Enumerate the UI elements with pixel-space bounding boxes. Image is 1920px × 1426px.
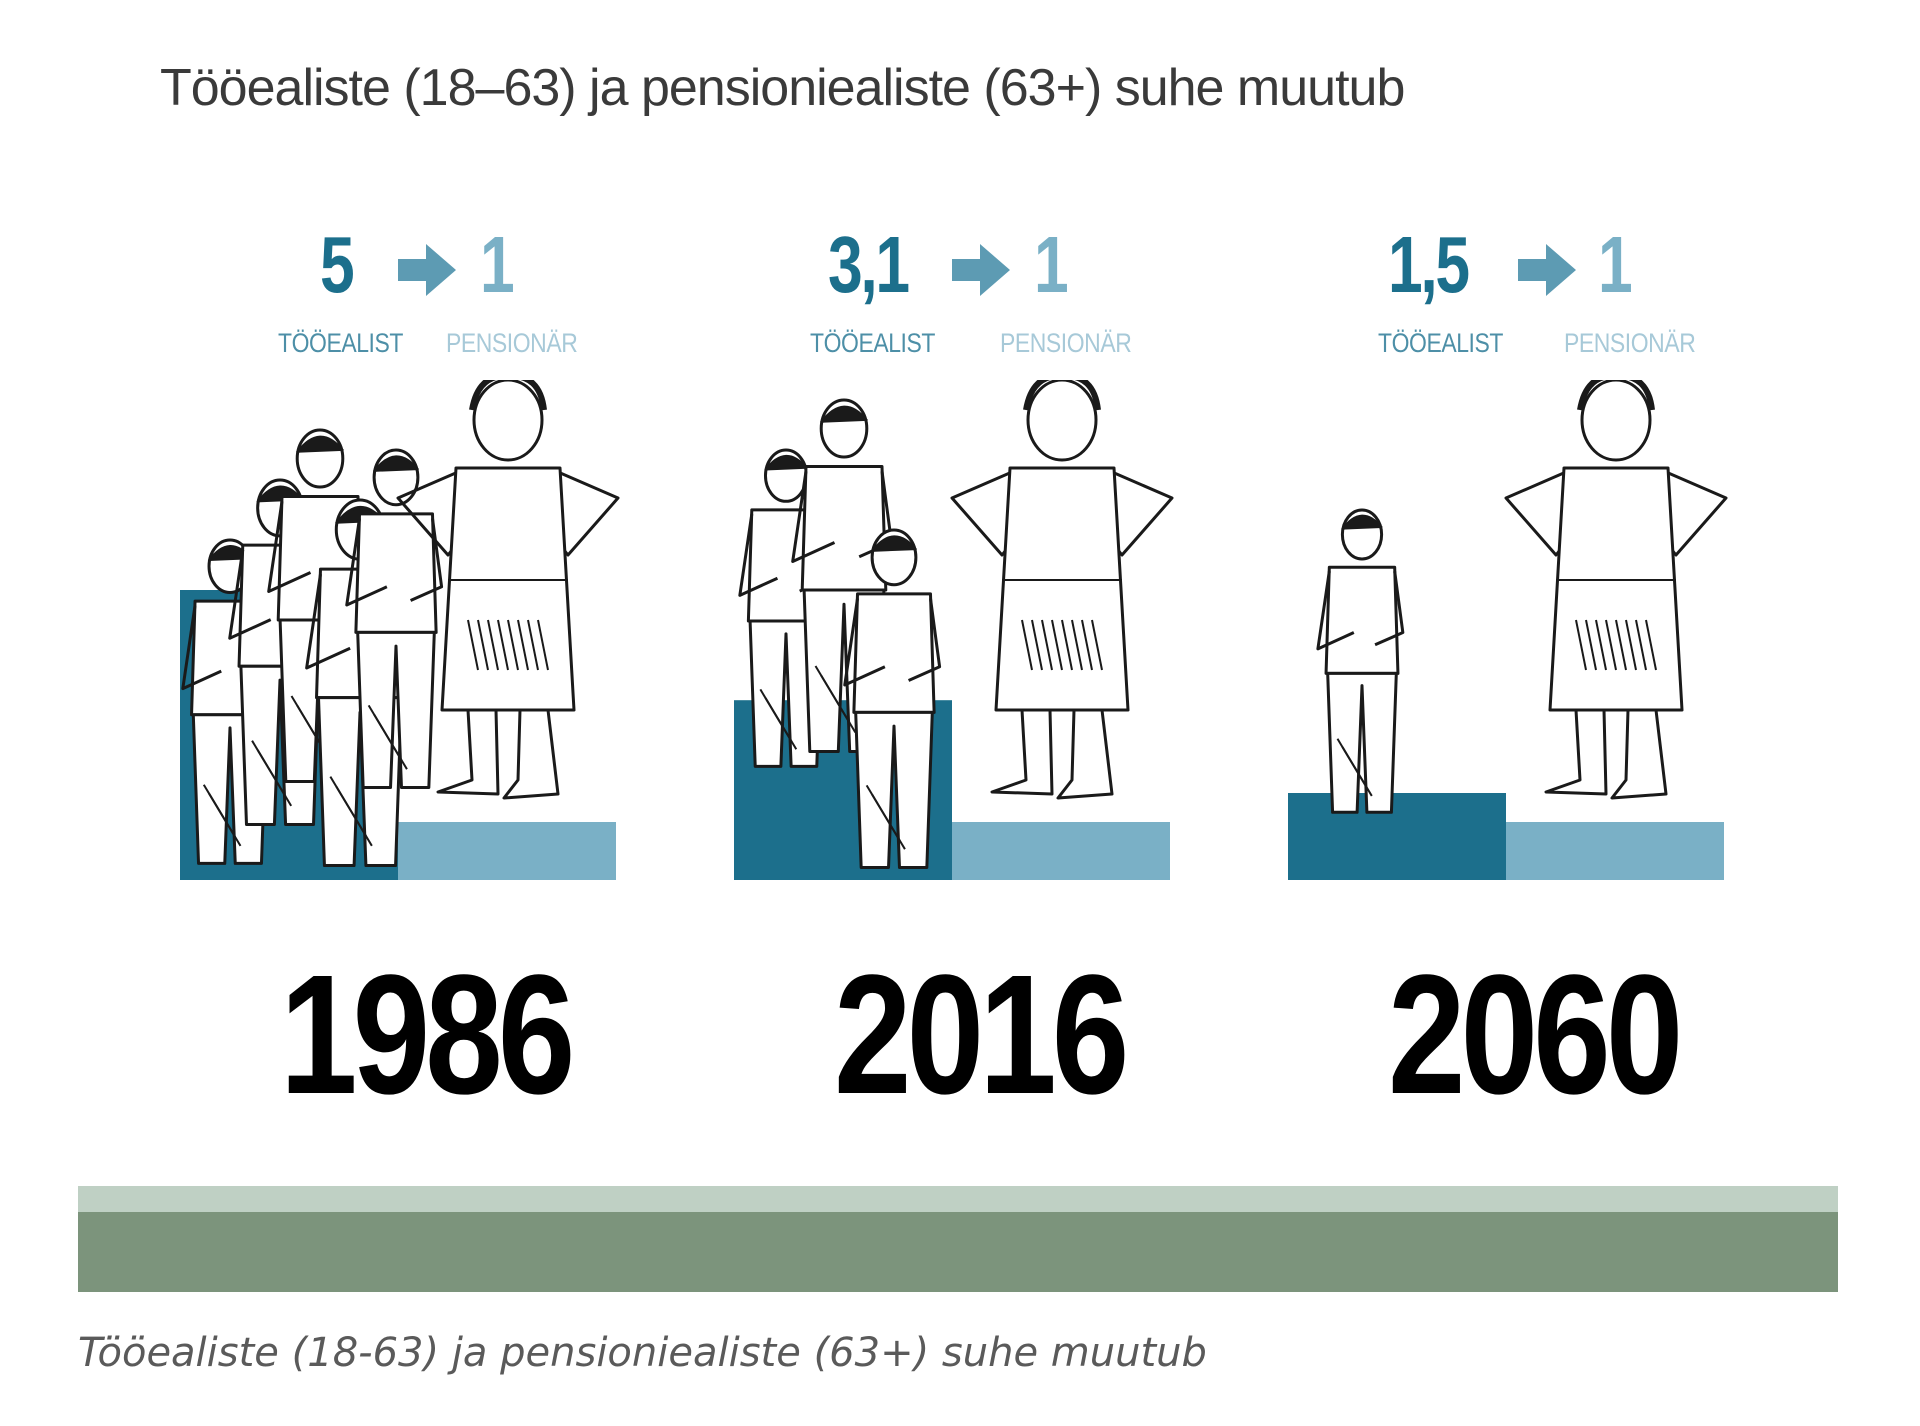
ratio-working-label: 3,1 [828, 220, 910, 309]
pensioner-icon [396, 380, 620, 800]
arrow-right-icon [952, 244, 1010, 296]
pensioner-icon [950, 380, 1174, 800]
panel-1986: 5 1 TÖÖEALIST PENSIONÄR 1986 [130, 220, 690, 1140]
ratio-pensioner-label: 1 [480, 220, 515, 309]
illustration [734, 380, 1174, 880]
illustration [180, 380, 620, 880]
ratio-pensioner-label: 1 [1034, 220, 1069, 309]
panel-2060: 1,5 1 TÖÖEALIST PENSIONÄR 2060 [1238, 220, 1798, 1140]
bar-pensioner [952, 822, 1170, 880]
pensioner-caption: PENSIONÄR [446, 328, 578, 358]
working-person-icon [345, 448, 444, 789]
ratio-row: 1,5 1 [1238, 220, 1798, 310]
ratio-row: 5 1 [130, 220, 690, 310]
ratio-pensioner-label: 1 [1598, 220, 1633, 309]
arrow-right-icon [1518, 244, 1576, 296]
working-person-icon [1316, 508, 1405, 814]
ratio-row: 3,1 1 [684, 220, 1244, 310]
working-caption: TÖÖEALIST [1378, 328, 1503, 358]
year-label: 1986 [280, 940, 575, 1130]
year-label: 2060 [1388, 940, 1683, 1130]
bar-working [1288, 793, 1506, 880]
illustration [1288, 380, 1728, 880]
pensioner-caption: PENSIONÄR [1000, 328, 1132, 358]
pensioner-icon [1504, 380, 1728, 800]
year-label: 2016 [834, 940, 1129, 1130]
bar-pensioner [1506, 822, 1724, 880]
decorative-band-dark [78, 1212, 1838, 1292]
ratio-working-label: 1,5 [1388, 220, 1470, 309]
bar-pensioner [398, 822, 616, 880]
chart-title: Tööealiste (18–63) ja pensioniealiste (6… [160, 59, 1405, 117]
panel-2016: 3,1 1 TÖÖEALIST PENSIONÄR 2016 [684, 220, 1244, 1140]
working-caption: TÖÖEALIST [278, 328, 403, 358]
pensioner-caption: PENSIONÄR [1564, 328, 1696, 358]
arrow-right-icon [398, 244, 456, 296]
ratio-working-label: 5 [320, 220, 355, 309]
decorative-band-light [78, 1186, 1838, 1212]
working-caption: TÖÖEALIST [810, 328, 935, 358]
figure-caption: Tööealiste (18-63) ja pensioniealiste (6… [78, 1330, 1207, 1376]
working-person-icon [843, 528, 942, 869]
